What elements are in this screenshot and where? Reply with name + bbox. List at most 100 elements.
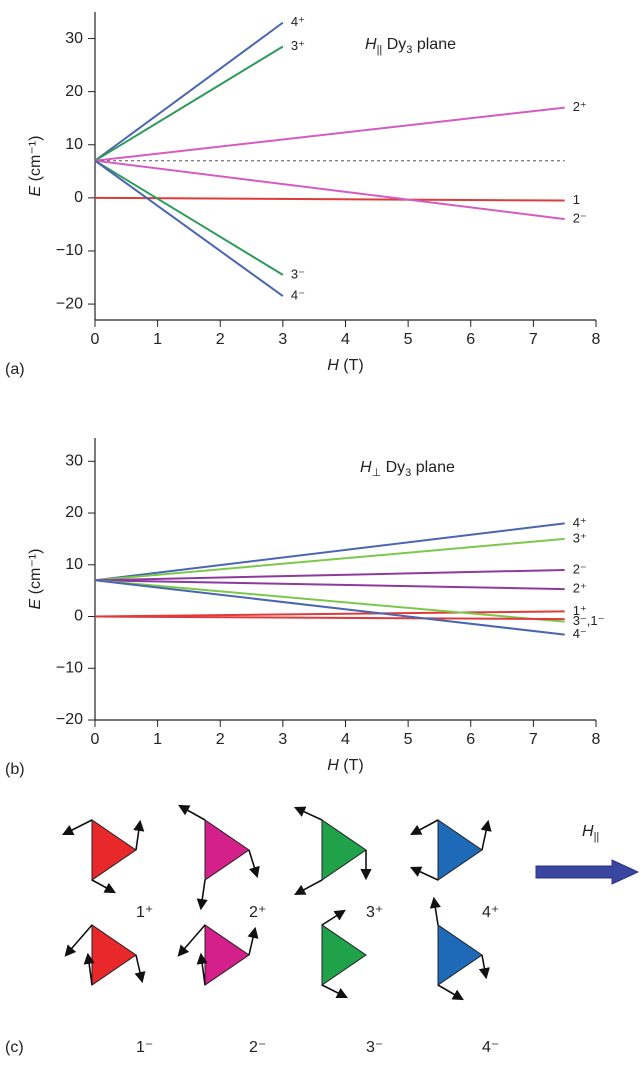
- panel-label: (c): [5, 1039, 24, 1056]
- y-axis-label: E (cm⁻¹): [27, 549, 44, 610]
- series-label: 1: [573, 192, 580, 207]
- x-tick-label: 2: [216, 731, 225, 748]
- annotation-part: ⊥: [372, 467, 382, 479]
- spin-arrow: [294, 879, 323, 896]
- series-line: [94, 106, 565, 162]
- x-tick-label: 6: [466, 331, 475, 348]
- series-label: 4⁺: [291, 14, 305, 29]
- x-tick-label: 5: [404, 331, 413, 348]
- series-line: [94, 159, 284, 276]
- annotation-part: plane: [411, 459, 455, 476]
- x-tick-label: 7: [529, 331, 538, 348]
- x-tick-label: 3: [278, 331, 287, 348]
- spin-arrow: [409, 866, 439, 881]
- x-tick-label: 1: [153, 731, 162, 748]
- series-label: 1⁺: [573, 603, 587, 618]
- annotation-part: H: [360, 459, 372, 476]
- spin-arrow: [64, 924, 93, 957]
- y-tick-label: 20: [65, 504, 83, 521]
- series-line: [94, 579, 565, 591]
- spin-triangle: [437, 819, 483, 881]
- state-label: 1⁻: [136, 1039, 153, 1056]
- x-tick-label: 0: [91, 731, 100, 748]
- series-label: 3⁻: [291, 266, 305, 281]
- annotation-part: plane: [412, 36, 456, 53]
- y-tick-label: −10: [56, 242, 83, 259]
- y-axis-label-part: (cm⁻¹): [27, 136, 44, 186]
- spin-arrow: [177, 924, 206, 957]
- annotation-part: 3: [405, 467, 411, 479]
- x-tick-label: 4: [341, 331, 350, 348]
- x-tick-label: 5: [404, 731, 413, 748]
- spin-arrow: [437, 984, 464, 1001]
- annotation: H|| Dy3 plane: [365, 36, 456, 56]
- state-label: 2⁺: [249, 904, 266, 921]
- spin-arrow: [480, 819, 492, 851]
- y-axis-label-part: E: [27, 598, 44, 609]
- spin-triangle: [91, 924, 137, 986]
- y-axis-label-part: E: [27, 185, 44, 196]
- x-tick-label: 2: [216, 331, 225, 348]
- spin-arrow: [196, 952, 208, 986]
- spin-arrow: [293, 806, 323, 821]
- series-label: 2⁻: [573, 561, 587, 576]
- annotation-part: Dy: [381, 459, 405, 476]
- series-line: [94, 159, 284, 297]
- series-line: [94, 522, 565, 582]
- spin-arrow: [91, 879, 116, 894]
- state-label: 4⁺: [482, 904, 499, 921]
- spin-arrow: [321, 909, 346, 926]
- series-line: [94, 21, 284, 162]
- annotation-part: 3: [406, 44, 412, 56]
- series-line: [94, 45, 284, 162]
- spin-arrow: [248, 849, 260, 879]
- field-label-part: H: [582, 823, 594, 840]
- y-tick-label: 0: [74, 608, 83, 625]
- x-axis-label-part: (T): [339, 757, 364, 774]
- x-axis-label-part: H: [327, 757, 339, 774]
- x-tick-label: 4: [341, 731, 350, 748]
- series-line: [94, 615, 565, 621]
- spin-arrow: [83, 952, 95, 986]
- series-label: 3⁺: [573, 530, 587, 545]
- y-tick-label: −20: [56, 295, 83, 312]
- x-tick-label: 6: [466, 731, 475, 748]
- y-tick-label: 10: [65, 556, 83, 573]
- annotation-part: ||: [377, 44, 383, 56]
- spin-triangle: [321, 924, 367, 986]
- y-tick-label: 0: [74, 189, 83, 206]
- series-label: 2⁺: [573, 99, 587, 114]
- x-tick-label: 8: [592, 331, 601, 348]
- spin-arrow: [429, 896, 441, 926]
- annotation-part: Dy: [382, 36, 406, 53]
- state-label: 3⁻: [366, 1039, 383, 1056]
- spin-arrow: [178, 804, 206, 821]
- series-label: 4⁻: [291, 288, 305, 303]
- x-tick-label: 8: [592, 731, 601, 748]
- annotation: H⊥ Dy3 plane: [360, 459, 455, 479]
- series-label: 4⁻: [573, 626, 587, 641]
- state-label: 1⁺: [136, 904, 153, 921]
- x-tick-label: 0: [91, 331, 100, 348]
- series-label: 4⁺: [573, 515, 587, 530]
- series-label: 2⁻: [573, 211, 587, 226]
- series-line: [94, 579, 565, 623]
- series-line: [94, 196, 565, 202]
- y-axis-label-part: (cm⁻¹): [27, 549, 44, 599]
- series-line: [94, 568, 565, 582]
- y-tick-label: 30: [65, 30, 83, 47]
- field-label-part: ||: [594, 831, 600, 843]
- series-label: 3⁻,1⁻: [573, 613, 605, 628]
- x-tick-label: 3: [278, 731, 287, 748]
- series-line: [94, 537, 565, 582]
- state-label: 3⁺: [366, 904, 383, 921]
- field-label: H||: [582, 823, 599, 843]
- spin-arrow: [247, 926, 259, 956]
- series-label: 2⁺: [573, 581, 587, 596]
- spin-triangle: [91, 819, 137, 881]
- series-label: 3⁺: [291, 38, 305, 53]
- y-tick-label: −10: [56, 659, 83, 676]
- panel-label: (b): [5, 761, 25, 778]
- spin-arrow: [134, 954, 146, 984]
